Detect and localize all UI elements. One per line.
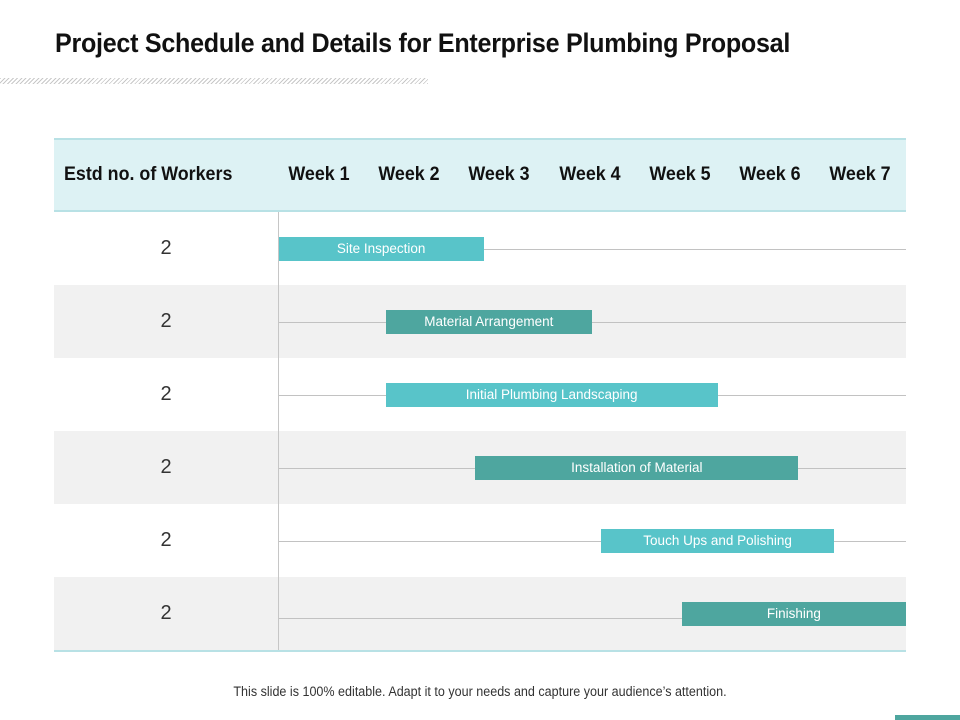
worker-count: 2 bbox=[160, 383, 172, 405]
table-header: Estd no. of Workers Week 1 Week 2 Week 3… bbox=[54, 138, 906, 212]
table-row: 2 bbox=[54, 504, 906, 577]
schedule-table: Estd no. of Workers Week 1 Week 2 Week 3… bbox=[54, 138, 906, 652]
worker-count: 2 bbox=[160, 456, 172, 478]
task-bar-material-arrangement: Material Arrangement bbox=[385, 309, 592, 334]
worker-count: 2 bbox=[160, 237, 172, 259]
table-row: 2 bbox=[54, 212, 906, 285]
footer-note: This slide is 100% editable. Adapt it to… bbox=[233, 684, 727, 699]
header-week-1: Week 1 bbox=[288, 164, 350, 185]
timeline-track bbox=[278, 249, 906, 250]
header-week-3: Week 3 bbox=[468, 164, 530, 185]
worker-count: 2 bbox=[160, 310, 172, 332]
header-week-2: Week 2 bbox=[378, 164, 440, 185]
header-week-6: Week 6 bbox=[739, 164, 801, 185]
header-week-4: Week 4 bbox=[559, 164, 621, 185]
task-bar-initial-plumbing-landscaping: Initial Plumbing Landscaping bbox=[385, 382, 718, 407]
table-row: 2 bbox=[54, 358, 906, 431]
task-bar-touch-ups-and-polishing: Touch Ups and Polishing bbox=[600, 528, 835, 553]
header-workers: Estd no. of Workers bbox=[64, 164, 233, 185]
task-bar-finishing: Finishing bbox=[681, 601, 906, 626]
worker-count: 2 bbox=[160, 529, 172, 551]
header-week-5: Week 5 bbox=[649, 164, 711, 185]
task-bar-installation-of-material: Installation of Material bbox=[475, 455, 799, 480]
header-week-7: Week 7 bbox=[829, 164, 891, 185]
task-bar-site-inspection: Site Inspection bbox=[278, 236, 485, 261]
worker-count: 2 bbox=[160, 602, 172, 624]
timeline-track bbox=[278, 541, 906, 542]
corner-accent bbox=[895, 715, 960, 720]
slide-title: Project Schedule and Details for Enterpr… bbox=[55, 28, 791, 58]
column-divider bbox=[278, 212, 279, 652]
timeline-track bbox=[278, 618, 906, 619]
title-underline-decoration bbox=[0, 78, 428, 84]
table-bottom-border bbox=[54, 650, 906, 652]
timeline-track bbox=[278, 322, 906, 323]
